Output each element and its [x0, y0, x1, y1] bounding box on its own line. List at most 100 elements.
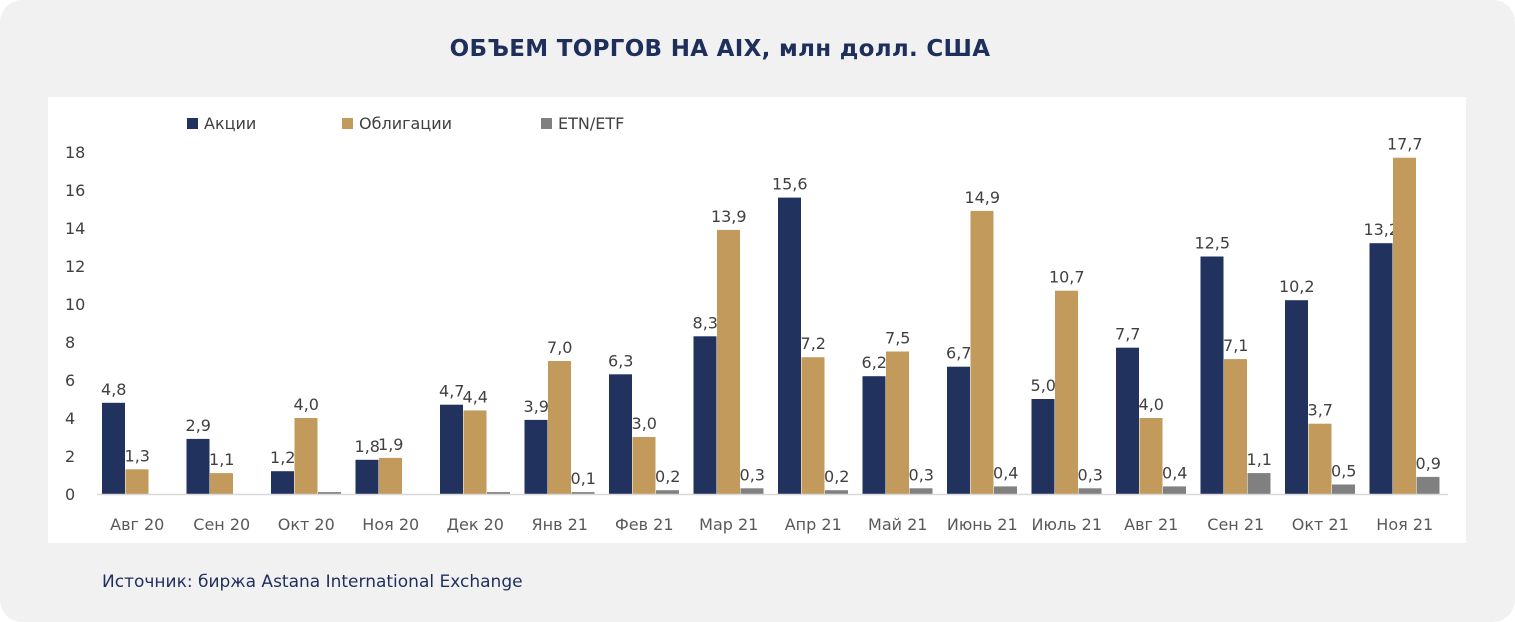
data-label: 4,0 — [294, 395, 319, 414]
data-label: 0,5 — [1331, 462, 1356, 481]
data-label: 0,3 — [740, 465, 765, 484]
data-label: 8,3 — [693, 313, 718, 332]
data-label: 10,2 — [1279, 277, 1315, 296]
data-label: 3,9 — [524, 397, 549, 416]
bar-2-5 — [571, 492, 595, 494]
bar-0-2 — [271, 471, 294, 494]
data-label: 4,0 — [1139, 395, 1164, 414]
x-tick-label: Окт 21 — [1292, 515, 1349, 534]
data-label: 7,5 — [885, 329, 910, 348]
bar-0-5 — [524, 419, 548, 494]
bar-0-0 — [102, 402, 125, 494]
data-label: 7,2 — [801, 334, 826, 353]
bar-2-15 — [1416, 476, 1440, 494]
legend-swatch-1 — [342, 118, 353, 129]
y-tick-label: 8 — [65, 333, 75, 352]
bar-0-12 — [1116, 347, 1139, 494]
x-tick-label: Июнь 21 — [947, 515, 1018, 534]
bar-2-11 — [1078, 488, 1102, 494]
data-label: 7,1 — [1223, 336, 1248, 355]
data-label: 0,4 — [993, 463, 1018, 482]
data-label: 1,3 — [125, 446, 150, 465]
source-note: Источник: биржа Astana International Exc… — [102, 572, 523, 592]
data-label: 15,6 — [772, 175, 808, 194]
bar-1-8 — [801, 357, 825, 494]
bar-2-14 — [1332, 484, 1355, 494]
data-label: 0,3 — [1078, 465, 1103, 484]
bar-1-7 — [717, 229, 740, 494]
bar-1-0 — [125, 469, 149, 494]
chart-title: ОБЪЕМ ТОРГОВ НА AIX, млн долл. США — [449, 36, 991, 62]
bar-0-6 — [609, 374, 632, 494]
legend-swatch-2 — [541, 118, 552, 129]
data-label: 1,1 — [209, 450, 234, 469]
data-label: 1,8 — [355, 437, 380, 456]
bar-2-4 — [487, 492, 510, 494]
bar-1-10 — [970, 210, 994, 494]
x-tick-label: Сен 20 — [193, 515, 250, 534]
bar-0-11 — [1031, 399, 1055, 494]
bar-1-5 — [548, 361, 571, 494]
bar-1-14 — [1308, 423, 1332, 494]
data-label: 0,1 — [571, 469, 596, 488]
y-tick-label: 10 — [65, 295, 85, 314]
bar-1-3 — [379, 457, 402, 494]
data-label: 6,2 — [862, 353, 887, 372]
x-tick-label: Май 21 — [868, 515, 927, 534]
legend-label: Облигации — [359, 114, 452, 133]
bar-1-15 — [1393, 157, 1416, 494]
x-tick-label: Фев 21 — [615, 515, 674, 534]
data-label: 5,0 — [1031, 376, 1056, 395]
data-label: 0,3 — [909, 465, 934, 484]
data-label: 3,0 — [632, 414, 657, 433]
bar-0-3 — [355, 459, 379, 494]
data-label: 6,3 — [608, 351, 633, 370]
bar-0-1 — [186, 438, 210, 494]
data-label: 4,4 — [463, 387, 488, 406]
bar-1-9 — [886, 351, 909, 494]
data-label: 12,5 — [1194, 234, 1230, 253]
bar-0-8 — [778, 197, 801, 494]
x-tick-label: Сен 21 — [1207, 515, 1264, 534]
y-tick-label: 4 — [65, 409, 75, 428]
data-label: 7,7 — [1115, 325, 1140, 344]
x-tick-label: Авг 21 — [1124, 515, 1178, 534]
x-tick-label: Дек 20 — [447, 515, 504, 534]
bar-2-2 — [318, 492, 341, 494]
data-label: 17,7 — [1387, 135, 1423, 154]
x-tick-label: Янв 21 — [532, 515, 588, 534]
bar-0-15 — [1369, 243, 1393, 494]
x-tick-label: Авг 20 — [110, 515, 164, 534]
bar-0-9 — [862, 376, 886, 494]
bar-2-10 — [994, 486, 1017, 494]
x-tick-label: Апр 21 — [785, 515, 842, 534]
data-label: 1,1 — [1247, 450, 1272, 469]
data-label: 3,7 — [1308, 401, 1333, 420]
x-tick-label: Окт 20 — [278, 515, 335, 534]
legend-swatch-0 — [187, 118, 198, 129]
data-label: 0,2 — [655, 467, 680, 486]
y-tick-label: 2 — [65, 447, 75, 466]
bar-2-13 — [1247, 473, 1271, 494]
data-label: 0,2 — [824, 467, 849, 486]
bar-1-11 — [1055, 290, 1078, 494]
data-label: 14,9 — [964, 188, 1000, 207]
bar-0-10 — [947, 366, 970, 494]
bar-1-13 — [1224, 359, 1247, 494]
bar-1-2 — [294, 418, 318, 494]
bar-1-12 — [1139, 418, 1163, 494]
data-label: 13,2 — [1363, 220, 1399, 239]
y-tick-label: 16 — [65, 181, 85, 200]
data-label: 4,8 — [101, 380, 126, 399]
x-tick-label: Июль 21 — [1031, 515, 1102, 534]
y-tick-label: 14 — [65, 219, 85, 238]
bar-2-9 — [909, 488, 933, 494]
y-tick-label: 6 — [65, 371, 75, 390]
data-label: 0,9 — [1416, 454, 1441, 473]
bar-0-14 — [1285, 300, 1308, 494]
bar-1-1 — [210, 473, 233, 494]
bar-2-12 — [1163, 486, 1186, 494]
data-label: 0,4 — [1162, 463, 1187, 482]
data-label: 6,7 — [946, 344, 971, 363]
